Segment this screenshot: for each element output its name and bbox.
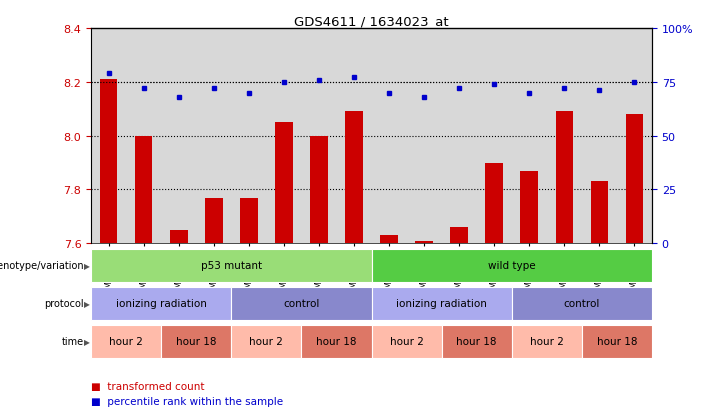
Text: p53 mutant: p53 mutant [200, 261, 262, 271]
Bar [591, 182, 608, 244]
Bar [100, 80, 118, 244]
Bar [451, 228, 468, 244]
Bar [231, 287, 372, 320]
Text: hour 2: hour 2 [390, 337, 423, 347]
Text: ionizing radiation: ionizing radiation [396, 299, 487, 309]
Text: hour 18: hour 18 [176, 337, 217, 347]
Text: hour 2: hour 2 [250, 337, 283, 347]
Text: ▶: ▶ [84, 261, 90, 270]
Text: ▶: ▶ [84, 299, 90, 308]
Bar [231, 325, 301, 358]
Bar [205, 198, 223, 244]
Bar [512, 287, 652, 320]
Bar [240, 198, 258, 244]
Text: ■  transformed count: ■ transformed count [91, 381, 205, 391]
Text: protocol: protocol [44, 299, 84, 309]
Bar [135, 136, 153, 244]
Text: hour 2: hour 2 [109, 337, 143, 347]
Bar [416, 241, 433, 244]
Text: time: time [62, 337, 84, 347]
Bar [91, 325, 161, 358]
Text: ▶: ▶ [84, 337, 90, 346]
Text: genotype/variation: genotype/variation [0, 261, 84, 271]
Bar [521, 171, 538, 244]
Bar [91, 287, 231, 320]
Bar [372, 325, 442, 358]
Bar [582, 325, 652, 358]
Bar [556, 112, 573, 244]
Bar [91, 249, 372, 282]
Text: control: control [564, 299, 600, 309]
Bar [346, 112, 363, 244]
Bar [301, 325, 372, 358]
Bar [381, 235, 398, 244]
Text: control: control [283, 299, 320, 309]
Text: ionizing radiation: ionizing radiation [116, 299, 207, 309]
Bar [372, 287, 512, 320]
Text: ■  percentile rank within the sample: ■ percentile rank within the sample [91, 396, 283, 406]
Text: wild type: wild type [488, 261, 536, 271]
Text: hour 18: hour 18 [316, 337, 357, 347]
Bar [311, 136, 328, 244]
Text: hour 18: hour 18 [456, 337, 497, 347]
Text: hour 18: hour 18 [597, 337, 637, 347]
Bar [161, 325, 231, 358]
Bar [512, 325, 582, 358]
Bar [486, 163, 503, 244]
Bar [170, 230, 188, 244]
Bar [442, 325, 512, 358]
Text: hour 2: hour 2 [530, 337, 564, 347]
Bar [275, 123, 293, 244]
Title: GDS4611 / 1634023_at: GDS4611 / 1634023_at [294, 15, 449, 28]
Bar [626, 115, 644, 244]
Bar [372, 249, 652, 282]
